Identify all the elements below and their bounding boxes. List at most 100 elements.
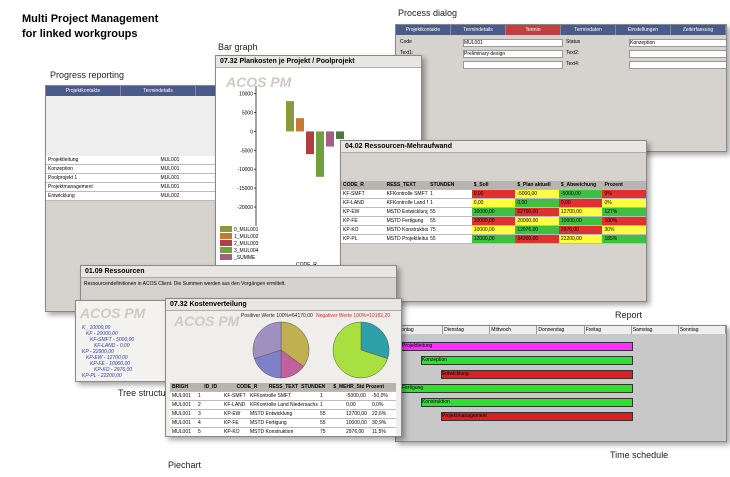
tree-item: KF-LAND - 0,00 bbox=[94, 343, 130, 349]
column-header: BRIGH bbox=[172, 384, 189, 390]
column-header: CODE_R bbox=[343, 182, 364, 188]
cell: 55 bbox=[430, 236, 436, 242]
caption: Piechart bbox=[168, 460, 202, 470]
cell: MUL001 bbox=[160, 175, 180, 181]
cell: 1 bbox=[430, 200, 433, 206]
legend-swatch bbox=[220, 226, 232, 232]
cell: 1 bbox=[430, 191, 433, 197]
y-tick-label: -10000 bbox=[237, 167, 253, 173]
tree-item: KP - 22900,00 bbox=[82, 349, 114, 355]
cell: 4 bbox=[198, 420, 201, 426]
column-header: RESS_TEXT bbox=[268, 384, 299, 390]
cell: 2976,00 bbox=[558, 226, 603, 234]
cell: KP-EW bbox=[224, 411, 241, 417]
table-row: Poolprojekt 1 MUL001 bbox=[46, 174, 271, 183]
cell: KF-SMFT bbox=[224, 393, 246, 399]
tree-item: KP-FE - 10000,00 bbox=[90, 361, 131, 367]
heading-line: for linked workgroups bbox=[22, 28, 138, 40]
cell: KP-FE bbox=[224, 420, 239, 426]
column-header: CODE_R bbox=[236, 384, 258, 390]
caption: Bar graph bbox=[218, 42, 258, 52]
resource-window: 04.02 Ressourcen-Mehraufwand CODE_R RESS_… bbox=[340, 140, 647, 302]
table-row: Entwicklung MUL002 bbox=[46, 192, 271, 201]
cell: MUL002 bbox=[160, 193, 180, 199]
legend-label: _SUMME bbox=[233, 255, 256, 261]
legend: Positiver Werte 100%=64170,00 bbox=[241, 313, 313, 319]
cell: 0,00 bbox=[346, 402, 356, 408]
cell: MSTD Konstruktion bbox=[386, 227, 429, 233]
cell: 2976,00 bbox=[346, 429, 365, 435]
cell: 30,9% bbox=[372, 420, 387, 426]
column-header: $_MEHR_Std bbox=[333, 384, 364, 390]
tree-item: KF-SMFT - 5000,00 bbox=[90, 337, 135, 343]
tab-bar: Projektkontakte Termindetails Termin Termin… bbox=[396, 25, 726, 35]
y-tick-label: -20000 bbox=[237, 205, 253, 211]
gantt-bar: Projektleitung bbox=[401, 342, 633, 351]
cell: 10000,00 bbox=[471, 217, 516, 225]
cell: 12976,00 bbox=[515, 226, 559, 234]
legend: Negativer Werte 100%=10182,20 bbox=[316, 313, 390, 319]
gantt-bar: Fertigung bbox=[401, 384, 633, 393]
cell: 11,5% bbox=[372, 429, 386, 435]
caption: Process dialog bbox=[398, 8, 458, 18]
cell: MSTD Fertigung bbox=[250, 420, 287, 426]
y-tick-label: -5000 bbox=[240, 148, 253, 154]
cell: KP-KO bbox=[343, 227, 359, 233]
logo: ACOS PM bbox=[226, 74, 292, 90]
tab: Zeiterfassung bbox=[671, 25, 726, 35]
window-title: 07.32 Plankosten je Projekt / Poolprojek… bbox=[216, 56, 421, 68]
gantt-window: Montag Dienstag Mittwoch Donnerstag Freitag S… bbox=[395, 325, 727, 442]
cell: 0,00 bbox=[471, 199, 516, 207]
table-row: MUL001 2 KF-LAND KFKontrolle Land Niedersac… bbox=[170, 401, 396, 410]
column-header: STUNDEN bbox=[430, 182, 455, 188]
process-window: Projektkontakte Termindetails Termin Termin… bbox=[395, 24, 727, 152]
legend-swatch bbox=[220, 247, 232, 253]
legend-label: 3_MUL004 bbox=[234, 248, 259, 254]
description: Ressourcendefinitionen in ACOS Client. D… bbox=[84, 281, 286, 287]
day: Freitag bbox=[585, 326, 632, 334]
field-label: Text1: bbox=[400, 50, 414, 56]
form: Code MUL001 Status Konzeption Text1: Prelimin… bbox=[396, 35, 726, 73]
cell: 5 bbox=[198, 429, 201, 435]
day: Samstag bbox=[632, 326, 679, 334]
table-row: MUL001 1 KF-SMFT KFKontrolle SMFT 1 -5000,00-… bbox=[170, 392, 396, 401]
table: CODE_R RESS_TEXT STUNDEN $_Soll $_Plan aktue… bbox=[341, 181, 646, 244]
cell: Entwicklung bbox=[48, 193, 75, 199]
tree-item: KP-KO - 2976,00 bbox=[94, 367, 133, 373]
table-row: KP-EW MSTD Entwicklung 55 10000,00 22700,00 1… bbox=[341, 208, 646, 217]
cell: MSTD Projektleitung bbox=[386, 236, 429, 242]
bar-chart: 10000 5000 0 -5000 -10000 -15000 -20000 0_MUL00… bbox=[220, 86, 344, 268]
caption: Progress reporting bbox=[50, 70, 125, 80]
table-row: MUL001 3 KP-EW MSTD Entwicklung 55 12700,00 22… bbox=[170, 410, 396, 419]
cell: 55 bbox=[320, 420, 326, 426]
tab: Termindaten bbox=[561, 25, 616, 35]
table-row: Projektleitung MUL001 bbox=[46, 156, 271, 165]
day: Sonntag bbox=[679, 326, 726, 334]
tab: Projektkontakte bbox=[46, 86, 121, 96]
tab: Termindetails bbox=[451, 25, 506, 35]
cell: 10000,00 bbox=[346, 420, 367, 426]
caption: Time schedule bbox=[610, 450, 669, 460]
y-tick-label: 10000 bbox=[239, 92, 253, 98]
toolbar bbox=[341, 153, 646, 181]
tree: K_ 10000,00 KF - 20000,00 KF-SMFT - 5000,0… bbox=[76, 325, 266, 379]
pie-slice bbox=[360, 321, 390, 359]
y-tick-label: 5000 bbox=[242, 110, 253, 116]
cell: 22700,00 bbox=[515, 208, 559, 216]
cell: 185% bbox=[602, 235, 646, 243]
pie-charts bbox=[252, 321, 390, 379]
cell: MUL001 bbox=[172, 402, 191, 408]
gantt-bar: Konzeption bbox=[421, 356, 633, 365]
column-header: Prozent bbox=[604, 182, 623, 188]
cell: 12700,00 bbox=[558, 208, 603, 216]
pie-window: 07.32 Kostenverteilung ACOS PM Positiver… bbox=[165, 298, 402, 437]
cell: MSTD Fertigung bbox=[386, 218, 424, 224]
bar bbox=[316, 131, 324, 177]
gantt-bar: Konstruktion bbox=[421, 398, 633, 407]
column-header: $_Plan aktuell bbox=[517, 182, 551, 188]
cell: MUL001 bbox=[160, 157, 180, 163]
bar bbox=[306, 131, 314, 155]
cell: 1 bbox=[198, 393, 201, 399]
legend-label: 1_MUL002 bbox=[234, 234, 259, 240]
